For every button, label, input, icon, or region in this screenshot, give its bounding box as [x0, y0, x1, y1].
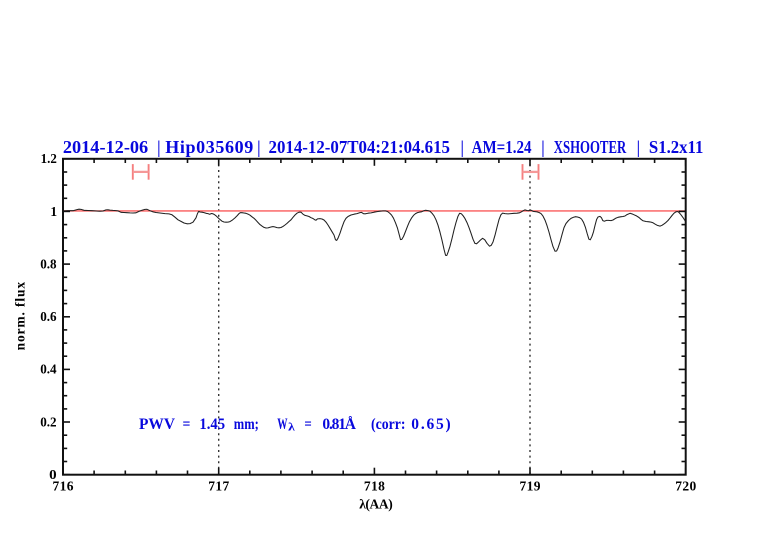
svg-text:2014-12-07T04:21:04.615: 2014-12-07T04:21:04.615 [269, 137, 451, 157]
svg-text:0.8: 0.8 [40, 256, 57, 271]
svg-text:716: 716 [53, 479, 74, 494]
svg-text:717: 717 [208, 479, 229, 494]
svg-text:AM=1.24: AM=1.24 [472, 137, 532, 157]
svg-text:1: 1 [50, 204, 57, 219]
svg-text:720: 720 [675, 479, 696, 494]
svg-text:|: | [157, 137, 160, 157]
svg-text:Hip035609: Hip035609 [165, 137, 253, 157]
svg-text:|: | [637, 137, 640, 157]
svg-text:mm;: mm; [234, 416, 259, 433]
svg-text:S1.2x11: S1.2x11 [649, 137, 704, 157]
svg-text:XSHOOTER: XSHOOTER [554, 137, 627, 157]
svg-text:=: = [304, 416, 311, 433]
svg-text:2014-12-06: 2014-12-06 [63, 137, 148, 157]
svg-text:PWV: PWV [139, 416, 176, 433]
svg-text:718: 718 [364, 479, 385, 494]
svg-text:719: 719 [520, 479, 541, 494]
svg-text:1.2: 1.2 [41, 151, 57, 166]
svg-text:|: | [257, 137, 260, 157]
svg-text:|: | [541, 137, 544, 157]
svg-text:0: 0 [49, 467, 57, 482]
svg-text:λ(AA): λ(AA) [359, 496, 393, 511]
svg-text:0.2: 0.2 [40, 414, 57, 429]
svg-text:λ: λ [288, 420, 295, 434]
svg-text:W: W [277, 416, 288, 433]
svg-text:=: = [183, 416, 191, 433]
svg-text:|: | [461, 137, 464, 157]
svg-text:(corr:: (corr: [371, 416, 406, 433]
svg-text:0.81Å: 0.81Å [322, 416, 356, 433]
svg-text:1.45: 1.45 [199, 416, 225, 433]
svg-text:norm. flux: norm. flux [13, 282, 28, 351]
svg-text:0.6: 0.6 [40, 309, 57, 324]
svg-text:0.65): 0.65) [411, 416, 450, 433]
svg-text:0.4: 0.4 [40, 362, 57, 377]
